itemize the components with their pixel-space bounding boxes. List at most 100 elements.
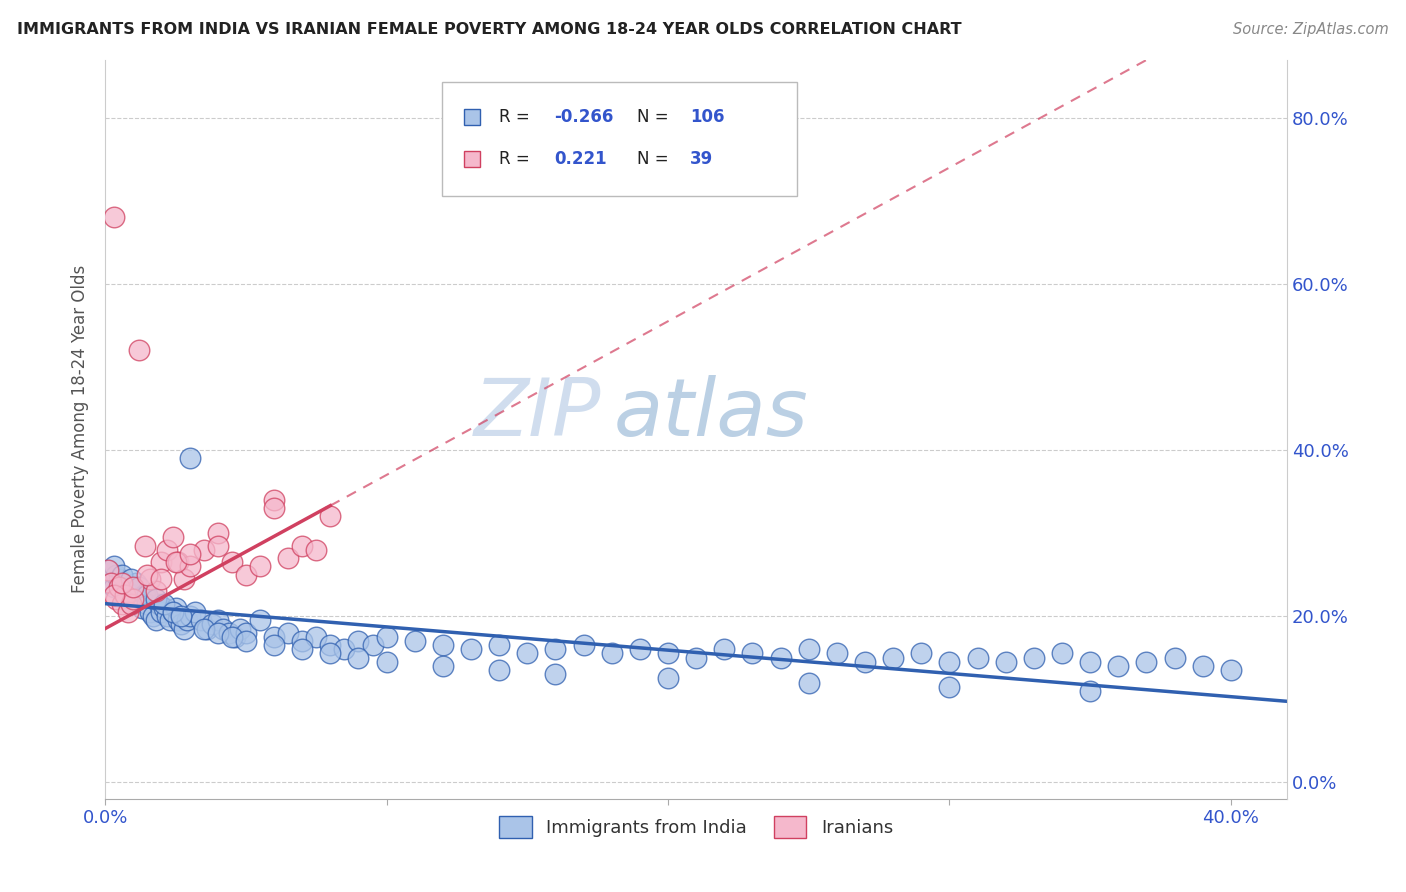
- Text: -0.266: -0.266: [554, 108, 613, 127]
- Point: [207, 539, 229, 553]
- Point: [120, 572, 142, 586]
- Point: [263, 630, 285, 644]
- Point: [305, 542, 328, 557]
- Point: [122, 580, 145, 594]
- Point: [319, 509, 342, 524]
- Point: [404, 634, 426, 648]
- Point: [460, 642, 482, 657]
- Point: [122, 592, 145, 607]
- Point: [432, 638, 454, 652]
- Point: [153, 597, 176, 611]
- Point: [825, 647, 848, 661]
- Point: [212, 622, 235, 636]
- Point: [966, 650, 988, 665]
- Point: [195, 622, 218, 636]
- Point: [488, 638, 510, 652]
- Point: [229, 622, 252, 636]
- Point: [139, 605, 162, 619]
- Point: [347, 634, 370, 648]
- Point: [221, 555, 243, 569]
- Point: [108, 572, 131, 586]
- Point: [145, 592, 167, 607]
- Text: IMMIGRANTS FROM INDIA VS IRANIAN FEMALE POVERTY AMONG 18-24 YEAR OLDS CORRELATIO: IMMIGRANTS FROM INDIA VS IRANIAN FEMALE …: [17, 22, 962, 37]
- Point: [184, 605, 207, 619]
- Point: [277, 625, 299, 640]
- Point: [319, 638, 342, 652]
- Point: [170, 609, 193, 624]
- Point: [994, 655, 1017, 669]
- Point: [162, 605, 184, 619]
- Point: [108, 580, 131, 594]
- Point: [103, 588, 125, 602]
- Point: [938, 655, 960, 669]
- Point: [179, 609, 201, 624]
- Point: [305, 630, 328, 644]
- Point: [1135, 655, 1157, 669]
- Point: [136, 588, 159, 602]
- Point: [167, 555, 190, 569]
- Point: [176, 613, 198, 627]
- Point: [1078, 684, 1101, 698]
- Point: [769, 650, 792, 665]
- Point: [263, 492, 285, 507]
- Point: [111, 567, 134, 582]
- Point: [111, 597, 134, 611]
- Point: [1191, 659, 1213, 673]
- Point: [938, 680, 960, 694]
- Point: [139, 572, 162, 586]
- Point: [165, 555, 187, 569]
- Text: R =: R =: [499, 108, 534, 127]
- Point: [148, 597, 170, 611]
- Point: [105, 592, 128, 607]
- Point: [156, 609, 179, 624]
- Point: [291, 634, 314, 648]
- Text: Source: ZipAtlas.com: Source: ZipAtlas.com: [1233, 22, 1389, 37]
- Text: ZIP: ZIP: [474, 376, 602, 453]
- Point: [1078, 655, 1101, 669]
- Point: [797, 642, 820, 657]
- Text: 0.221: 0.221: [554, 151, 607, 169]
- Point: [128, 343, 150, 358]
- Point: [1163, 650, 1185, 665]
- Point: [1219, 663, 1241, 677]
- Point: [235, 634, 257, 648]
- Point: [432, 659, 454, 673]
- Point: [122, 588, 145, 602]
- Point: [134, 588, 156, 602]
- Point: [179, 451, 201, 466]
- Point: [159, 613, 181, 627]
- Text: atlas: atlas: [613, 376, 808, 453]
- Point: [1107, 659, 1129, 673]
- Point: [103, 580, 125, 594]
- Point: [235, 567, 257, 582]
- Point: [134, 539, 156, 553]
- Point: [128, 592, 150, 607]
- Point: [207, 625, 229, 640]
- Point: [224, 630, 246, 644]
- Text: R =: R =: [499, 151, 534, 169]
- Point: [97, 563, 120, 577]
- Point: [128, 580, 150, 594]
- Point: [375, 655, 398, 669]
- Point: [347, 650, 370, 665]
- Point: [156, 542, 179, 557]
- Point: [173, 622, 195, 636]
- Point: [150, 572, 173, 586]
- Point: [120, 597, 142, 611]
- Legend: Immigrants from India, Iranians: Immigrants from India, Iranians: [492, 809, 900, 846]
- Point: [111, 575, 134, 590]
- Point: [488, 663, 510, 677]
- Point: [657, 672, 679, 686]
- Point: [150, 605, 173, 619]
- Point: [179, 559, 201, 574]
- Point: [361, 638, 384, 652]
- Point: [544, 642, 567, 657]
- Point: [628, 642, 651, 657]
- Point: [179, 547, 201, 561]
- Point: [120, 597, 142, 611]
- Point: [145, 613, 167, 627]
- Point: [291, 539, 314, 553]
- Point: [1022, 650, 1045, 665]
- Point: [153, 600, 176, 615]
- Point: [207, 613, 229, 627]
